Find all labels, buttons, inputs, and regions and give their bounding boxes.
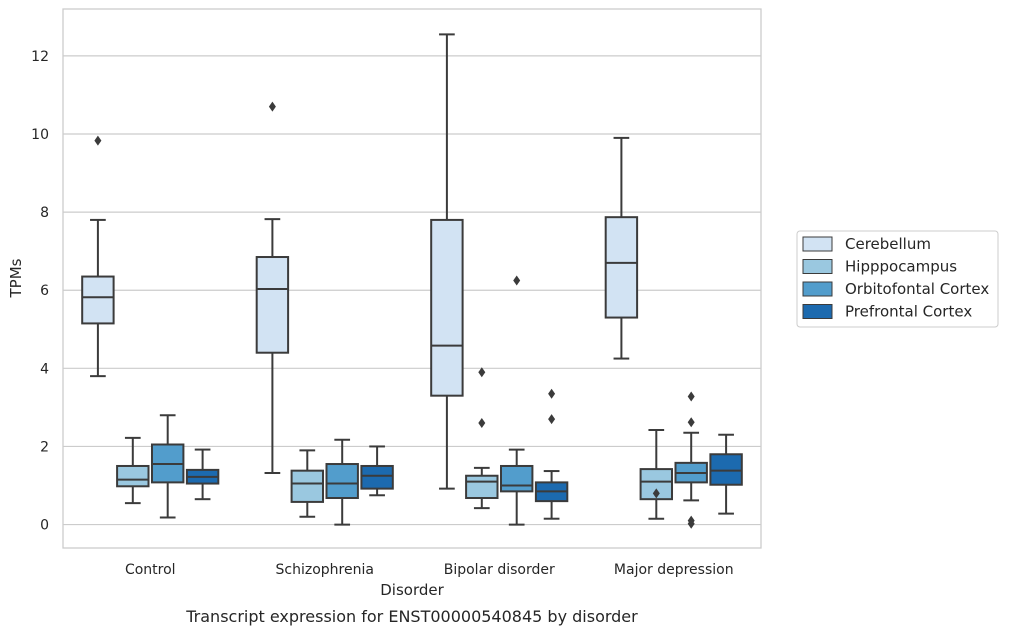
box-hipppocampus: [290, 449, 325, 518]
outlier-point: [513, 275, 521, 286]
box-body: [360, 464, 394, 490]
y-tick-label: 4: [40, 361, 49, 377]
outlier-point: [687, 391, 695, 402]
box-body: [430, 218, 464, 397]
box-cerebellum: [430, 33, 464, 490]
plot-frame: [62, 8, 762, 549]
box-body: [325, 463, 359, 500]
box-body: [604, 216, 639, 319]
x-axis-label: Disorder: [380, 581, 444, 599]
legend-label: Prefrontal Cortex: [845, 303, 972, 321]
legend-label: Hipppocampus: [845, 258, 957, 276]
outlier-point: [548, 414, 556, 425]
box-body: [81, 275, 115, 325]
box-body: [709, 453, 743, 486]
box-prefrontal-cortex: [360, 445, 394, 497]
legend-swatch: [802, 236, 833, 252]
box-cerebellum: [604, 136, 639, 360]
box-orbitofontal-cortex: [499, 275, 534, 526]
outlier-point: [652, 488, 660, 499]
box-body: [255, 256, 290, 354]
legend-label: Cerebellum: [845, 235, 931, 253]
chart-caption: Transcript expression for ENST0000054084…: [185, 607, 638, 626]
boxes: [81, 33, 743, 529]
x-tick-label: Major depression: [614, 562, 734, 578]
legend: Cerebellum Hipppocampus Orbitofontal Corte…: [796, 230, 999, 328]
y-tick-labels: 0 2 4 6 8 10 12: [31, 49, 49, 534]
legend-swatch: [802, 259, 833, 274]
box-prefrontal-cortex: [709, 433, 743, 515]
box-cerebellum: [81, 135, 115, 378]
box-hipppocampus: [116, 436, 150, 505]
y-tick-label: 6: [40, 283, 49, 299]
legend-swatch: [802, 281, 833, 297]
box-cerebellum: [255, 101, 290, 475]
box-prefrontal-cortex: [534, 388, 569, 520]
y-tick-label: 0: [40, 518, 49, 534]
outlier-point: [687, 417, 695, 428]
y-tick-label: 10: [31, 127, 49, 143]
legend-label: Orbitofontal Cortex: [845, 280, 989, 298]
outlier-point: [478, 367, 486, 378]
box-body: [116, 464, 150, 488]
box-orbitofontal-cortex: [674, 391, 708, 529]
x-tick-label: Schizophrenia: [276, 562, 374, 578]
box-hipppocampus: [465, 367, 499, 510]
y-tick-label: 12: [31, 49, 49, 65]
outlier-point: [687, 515, 695, 526]
outlier-point: [478, 418, 486, 429]
box-orbitofontal-cortex: [150, 414, 185, 519]
outlier-point: [94, 135, 102, 146]
legend-frame: [796, 230, 999, 328]
box-body: [290, 469, 325, 503]
box-body: [499, 464, 534, 493]
box-hipppocampus: [639, 429, 674, 520]
outlier-point: [548, 388, 556, 399]
x-tick-labels: Control Schizophrenia Bipolar disorder Majo…: [125, 562, 734, 578]
y-tick-label: 8: [40, 205, 49, 221]
box-body: [465, 474, 499, 500]
box-orbitofontal-cortex: [325, 438, 359, 526]
box-prefrontal-cortex: [185, 448, 220, 501]
legend-swatch: [802, 304, 833, 319]
outlier-point: [268, 101, 276, 112]
y-tick-label: 2: [40, 439, 49, 455]
x-tick-label: Bipolar disorder: [444, 562, 555, 578]
y-axis-label: TPMs: [7, 258, 25, 298]
x-tick-label: Control: [125, 562, 176, 578]
